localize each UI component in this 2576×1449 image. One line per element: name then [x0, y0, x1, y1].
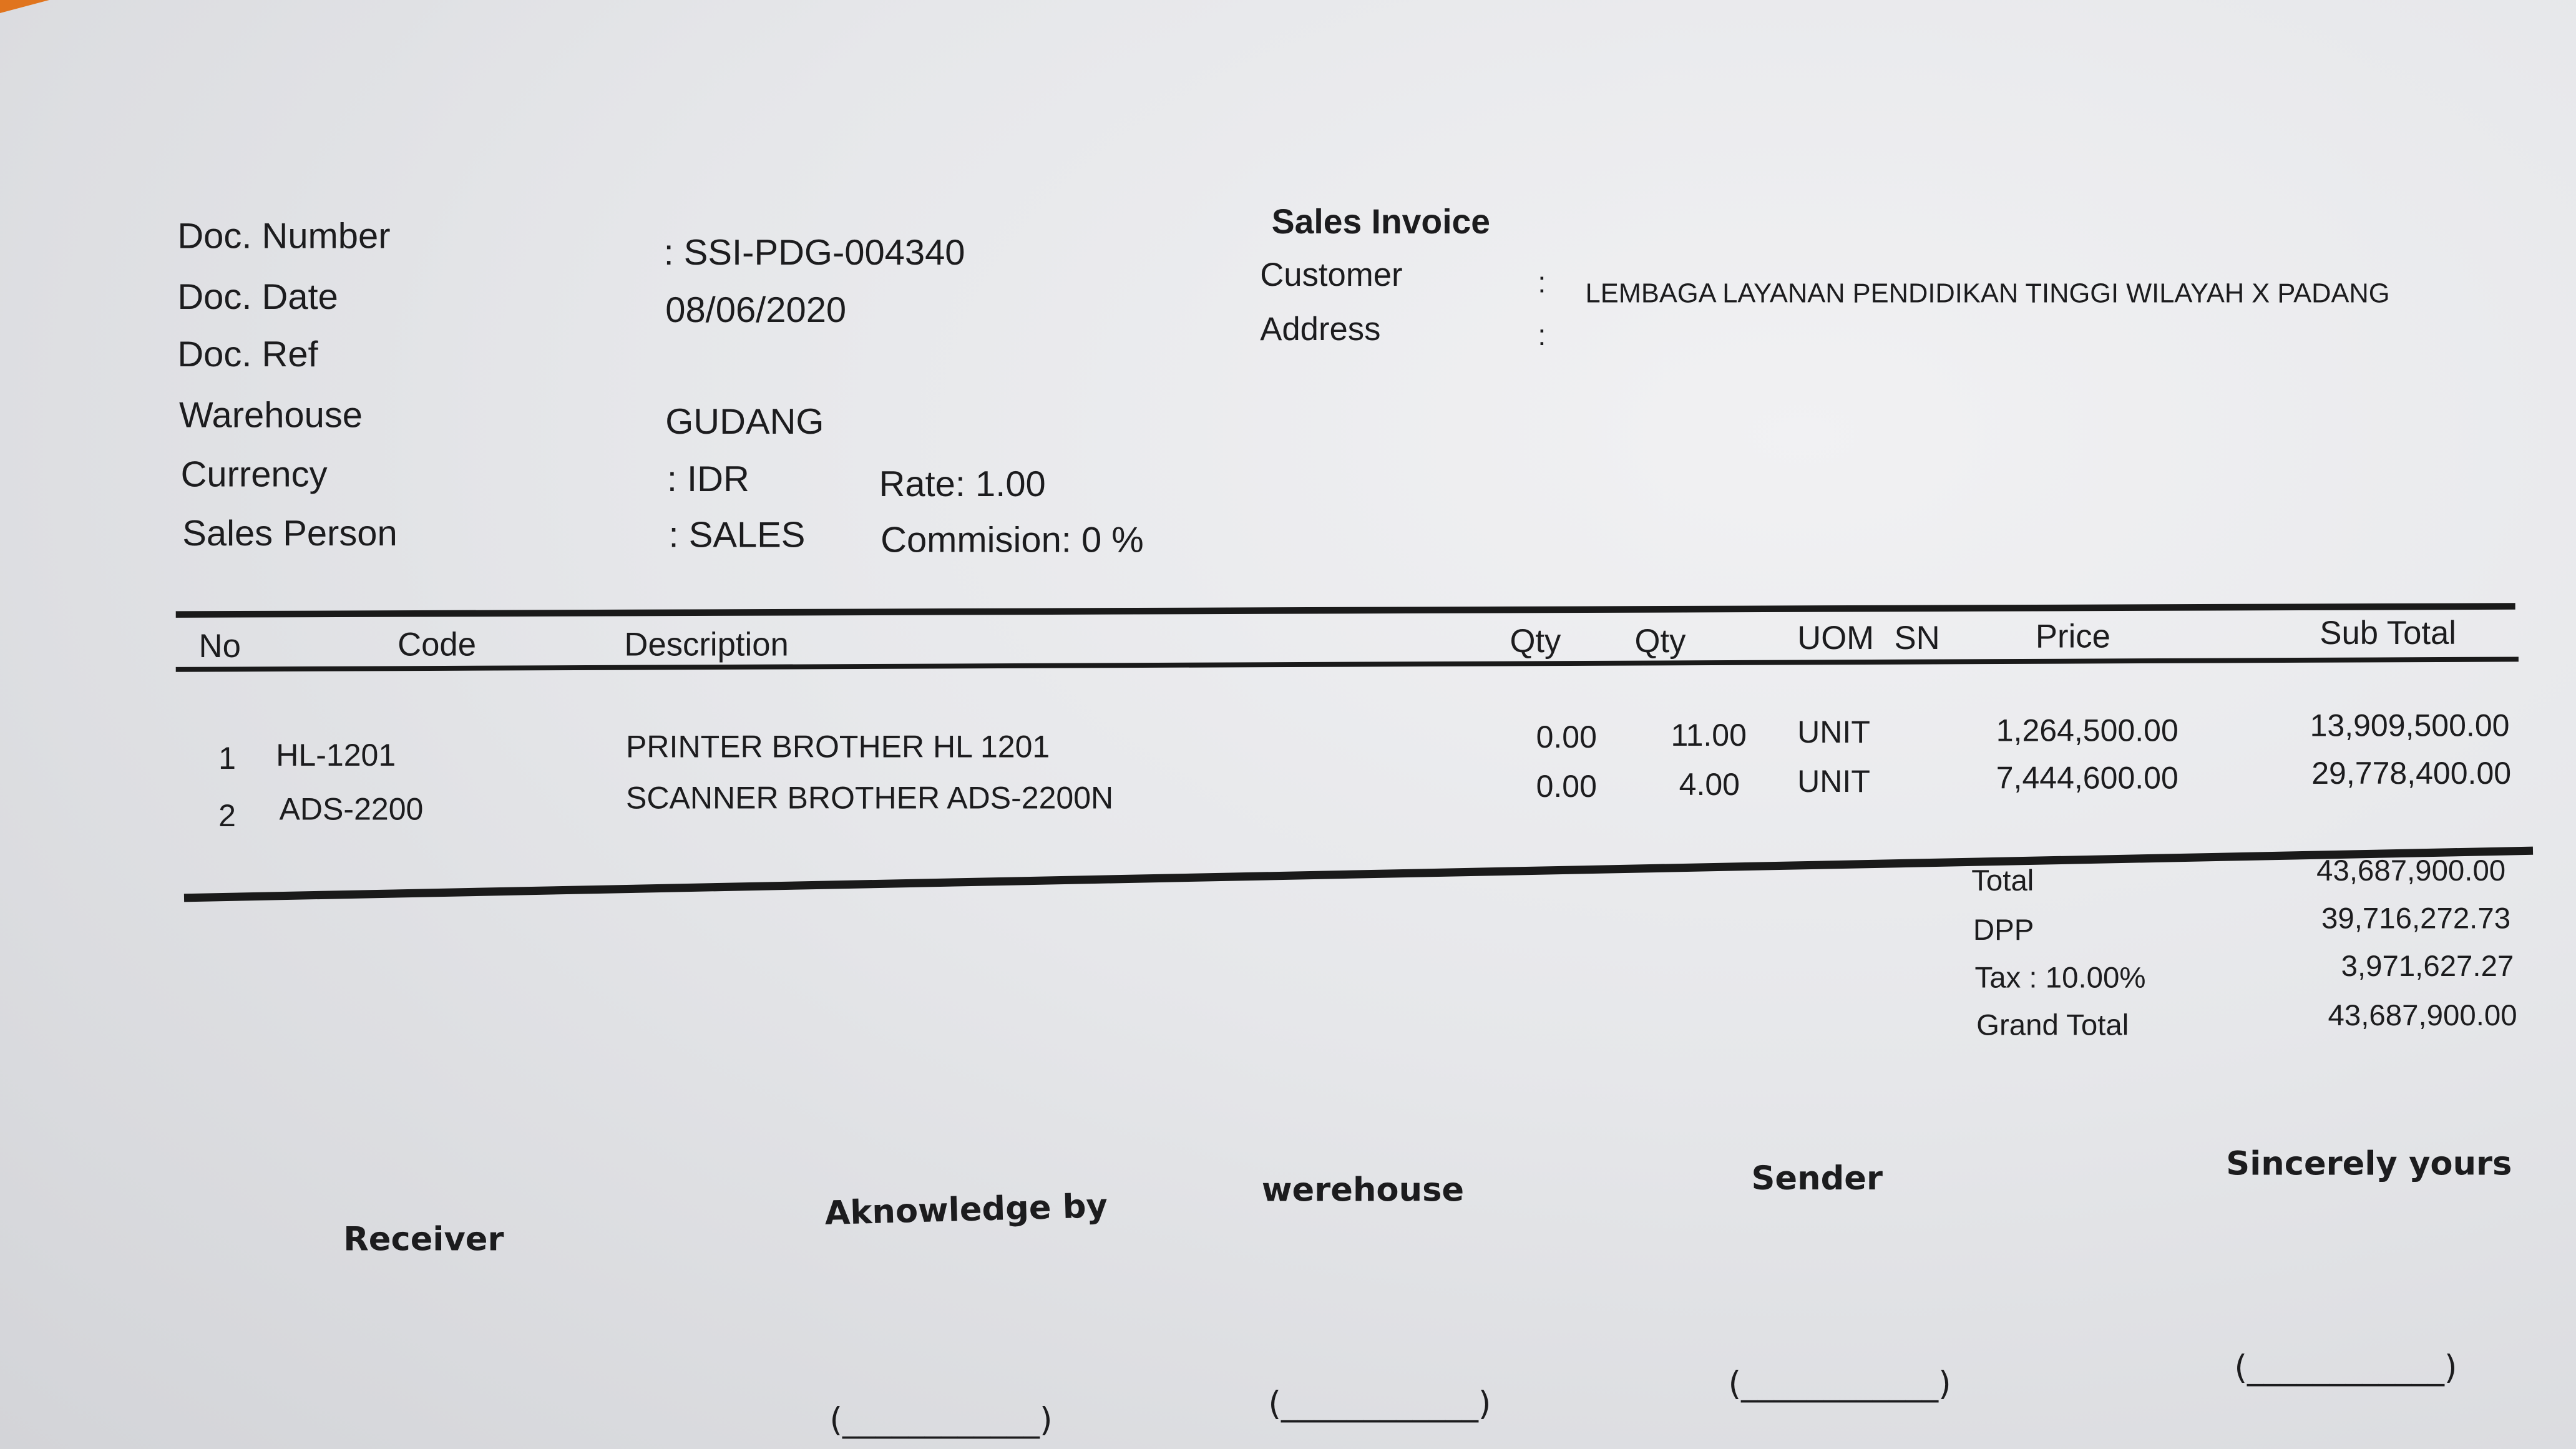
total-label: Total [1971, 864, 2034, 897]
signature-acknowledge: Aknowledge by [824, 1186, 1108, 1233]
row-no: 1 [218, 742, 236, 778]
row-description: PRINTER BROTHER HL 1201 [626, 731, 1050, 766]
col-description: Description [624, 627, 789, 664]
doc-number: : SSI-PDG-004340 [663, 232, 965, 273]
label-customer: Customer [1260, 258, 1403, 295]
table-top-rule [175, 603, 2515, 618]
signature-blank-warehouse: (____________) [1268, 1383, 1491, 1423]
currency: : IDR [666, 458, 749, 500]
col-price: Price [2035, 619, 2110, 656]
col-uom: UOM [1797, 621, 1875, 658]
col-qty-2: Qty [1634, 624, 1686, 661]
document-title: Sales Invoice [1271, 203, 1491, 242]
grand-total-label: Grand Total [1976, 1008, 2129, 1042]
sales-person: : SALES [668, 514, 806, 555]
tax-value: 3,971,627.27 [2341, 949, 2514, 983]
row-uom: UNIT [1797, 765, 1870, 801]
row-subtotal: 13,909,500.00 [2310, 710, 2510, 744]
table-bottom-rule [183, 846, 2534, 902]
tax-label: Tax : 10.00% [1974, 961, 2146, 994]
total-value: 43,687,900.00 [2316, 854, 2506, 887]
warehouse: GUDANG [665, 401, 824, 442]
label-doc-number: Doc. Number [177, 215, 391, 256]
dpp-value: 39,716,272.73 [2321, 902, 2511, 935]
col-sn: SN [1894, 621, 1940, 658]
col-no: No [198, 629, 241, 666]
label-doc-date: Doc. Date [177, 276, 338, 318]
grand-total-value: 43,687,900.00 [2328, 998, 2517, 1032]
row-uom: UNIT [1797, 716, 1870, 751]
row-qty2: 4.00 [1679, 769, 1740, 804]
label-warehouse: Warehouse [178, 394, 363, 436]
rate: Rate: 1.00 [879, 463, 1046, 505]
customer-name: LEMBAGA LAYANAN PENDIDIKAN TINGGI WILAYA… [1585, 279, 2390, 309]
col-code: Code [398, 627, 476, 664]
orange-corner [0, 0, 49, 14]
label-currency: Currency [180, 453, 328, 495]
row-price: 7,444,600.00 [1996, 762, 2178, 797]
commission: Commision: 0 % [881, 519, 1144, 560]
row-qty2: 11.00 [1671, 720, 1747, 754]
signature-warehouse: werehouse [1261, 1169, 1465, 1209]
address-colon: : [1538, 318, 1546, 352]
label-doc-ref: Doc. Ref [177, 333, 318, 375]
label-address: Address [1260, 312, 1381, 349]
signature-blank-acknowledge: (____________) [829, 1400, 1053, 1440]
signature-sincerely: Sincerely yours [2226, 1143, 2512, 1183]
col-qty-1: Qty [1510, 624, 1561, 661]
signature-receiver: Receiver [343, 1219, 504, 1259]
row-price: 1,264,500.00 [1996, 715, 2178, 749]
row-description: SCANNER BROTHER ADS-2200N [626, 782, 1114, 817]
customer-colon: : [1538, 266, 1546, 300]
label-sales-person: Sales Person [182, 512, 398, 554]
col-subtotal: Sub Total [2320, 616, 2456, 653]
row-code: HL-1201 [276, 739, 396, 774]
dpp-label: DPP [1973, 913, 2034, 947]
row-subtotal: 29,778,400.00 [2311, 757, 2512, 792]
doc-date: 08/06/2020 [665, 289, 847, 331]
signature-sender: Sender [1751, 1158, 1883, 1198]
signature-blank-sender: (____________) [1728, 1364, 1951, 1403]
signature-blank-sincerely: (____________) [2234, 1347, 2457, 1387]
row-no: 2 [218, 800, 236, 835]
row-qty1: 0.00 [1536, 721, 1597, 756]
table-header-rule [175, 656, 2519, 672]
row-code: ADS-2200 [279, 793, 424, 828]
row-qty1: 0.00 [1536, 770, 1597, 806]
